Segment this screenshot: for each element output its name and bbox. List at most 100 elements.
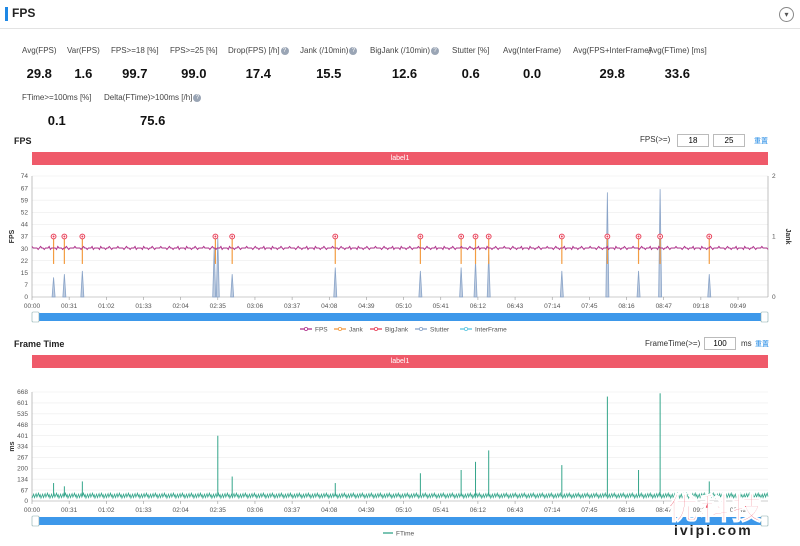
x-tick-label: 05:10: [395, 507, 412, 514]
frametime-label-bar: label1: [32, 355, 768, 368]
x-tick-label: 00:00: [24, 507, 41, 514]
help-icon[interactable]: ?: [431, 46, 440, 55]
ftime-line: [31, 491, 769, 500]
fps-threshold-input-2[interactable]: [713, 134, 745, 147]
metric-label-text: Avg(FPS+InterFrame): [573, 46, 652, 55]
collapse-chevron-icon[interactable]: ▾: [779, 7, 794, 22]
legend-item[interactable]: Stutter: [415, 327, 450, 334]
bigjank-dot: [560, 235, 563, 238]
watermark-logo: 优科技 ivipi.com: [668, 484, 796, 542]
legend-marker: [373, 326, 378, 331]
slider-handle-right[interactable]: [760, 515, 769, 527]
x-tick-label: 04:39: [358, 507, 375, 514]
y2-tick-label: 0: [772, 294, 776, 301]
x-tick-label: 08:16: [618, 303, 635, 310]
fps-line: [31, 245, 769, 251]
y-tick-label: 15: [21, 270, 29, 277]
metric-item: Stutter [%] 0.6: [452, 40, 489, 81]
metric-label: Drop(FPS) [/h]?: [228, 46, 289, 55]
metric-label-text: Avg(FPS): [22, 46, 57, 55]
legend-marker: [337, 326, 342, 331]
legend-item[interactable]: InterFrame: [460, 327, 507, 334]
metric-value: 99.7: [122, 66, 148, 81]
x-tick-label: 03:37: [284, 507, 301, 514]
x-tick-label: 01:33: [135, 303, 152, 310]
x-tick-label: 05:41: [433, 303, 450, 310]
frametime-reset-link[interactable]: 重置: [755, 341, 769, 348]
metric-value: 29.8: [26, 66, 52, 81]
y-tick-label: 601: [17, 400, 28, 407]
fps-threshold-input-1[interactable]: [677, 134, 709, 147]
x-tick-label: 09:49: [730, 507, 747, 514]
metric-item: Avg(InterFrame) 0.0: [503, 40, 561, 81]
fps-reset-link[interactable]: 重置: [754, 138, 768, 145]
metric-value: 0.0: [523, 66, 542, 81]
bigjank-dot: [419, 235, 422, 238]
x-tick-label: 02:04: [172, 303, 189, 310]
legend-item[interactable]: FPS: [300, 327, 328, 334]
legend-label: InterFrame: [475, 327, 507, 334]
legend-item[interactable]: BigJank: [370, 327, 409, 334]
metric-label-text: FTime>=100ms [%]: [22, 93, 92, 102]
frametime-threshold-input[interactable]: [704, 337, 736, 350]
slider-handle-left[interactable]: [31, 515, 40, 527]
stutter-spike: [486, 254, 491, 298]
x-tick-label: 06:43: [507, 507, 524, 514]
stutter-spike: [230, 274, 235, 298]
frametime-section-title: Frame Time: [14, 339, 65, 349]
legend-item[interactable]: Jank: [334, 327, 363, 334]
metric-item: FPS>=18 [%] 99.7: [111, 40, 159, 81]
stutter-spike: [215, 238, 220, 298]
metric-label-text: Stutter [%]: [452, 46, 490, 55]
legend-label: Jank: [349, 327, 363, 334]
metric-item: Delta(FTime)>100ms [/h]? 75.6: [104, 87, 202, 128]
metric-label-text: Avg(InterFrame): [503, 46, 562, 55]
x-tick-label: 00:31: [61, 507, 78, 514]
slider-handle-right[interactable]: [760, 311, 769, 323]
bigjank-dot: [708, 235, 711, 238]
metric-value: 1.6: [74, 66, 93, 81]
metric-item: Avg(FPS+InterFrame) 29.8: [573, 40, 651, 81]
bigjank-dot: [214, 235, 217, 238]
metric-label-text: FPS>=18 [%]: [111, 46, 159, 55]
metric-label: Avg(FPS): [22, 46, 57, 55]
x-tick-label: 02:04: [172, 507, 189, 514]
bigjank-dot: [474, 235, 477, 238]
x-tick-label: 02:35: [210, 507, 227, 514]
bigjank-dot: [487, 235, 490, 238]
metric-label: Stutter [%]: [452, 46, 489, 55]
y-tick-label: 468: [17, 422, 28, 429]
x-tick-label: 04:39: [358, 303, 375, 310]
legend-label: Stutter: [430, 327, 450, 334]
metric-item: FTime>=100ms [%] 0.1: [22, 87, 92, 128]
metric-label-text: FPS>=25 [%]: [170, 46, 218, 55]
bigjank-dot: [63, 235, 66, 238]
slider-handle-left[interactable]: [31, 311, 40, 323]
stutter-spike: [707, 274, 712, 298]
legend-label: FPS: [315, 327, 328, 334]
y-tick-label: 200: [17, 466, 28, 473]
frametime-zoom-slider: [32, 517, 768, 525]
fps-chart: 74 67 59 52 44 37 30 22 15 7 0 00:00 00:31 01:02 01:33…: [9, 173, 791, 334]
stutter-spike: [459, 267, 464, 298]
metric-value: 0.6: [461, 66, 480, 81]
x-tick-label: 01:02: [98, 303, 115, 310]
legend-item[interactable]: FTime: [383, 531, 415, 538]
bigjank-dot: [659, 235, 662, 238]
help-icon[interactable]: ?: [280, 46, 289, 55]
metric-label: Var(FPS): [67, 46, 100, 55]
help-icon[interactable]: ?: [349, 46, 358, 55]
x-tick-label: 09:18: [693, 507, 710, 514]
metric-value: 15.5: [316, 66, 342, 81]
y2-tick-label: 2: [772, 173, 776, 180]
x-tick-label: 09:18: [693, 303, 710, 310]
fps-label-bar: label1: [32, 152, 768, 165]
bigjank-dot: [460, 235, 463, 238]
bigjank-dot: [334, 235, 337, 238]
help-icon[interactable]: ?: [193, 93, 202, 102]
legend-marker: [303, 326, 308, 331]
metric-label: Avg(FPS+InterFrame): [573, 46, 651, 55]
x-tick-label: 01:33: [135, 507, 152, 514]
metric-item: BigJank (/10min)? 12.6: [370, 40, 440, 81]
y-axis-label: ms: [9, 441, 16, 451]
